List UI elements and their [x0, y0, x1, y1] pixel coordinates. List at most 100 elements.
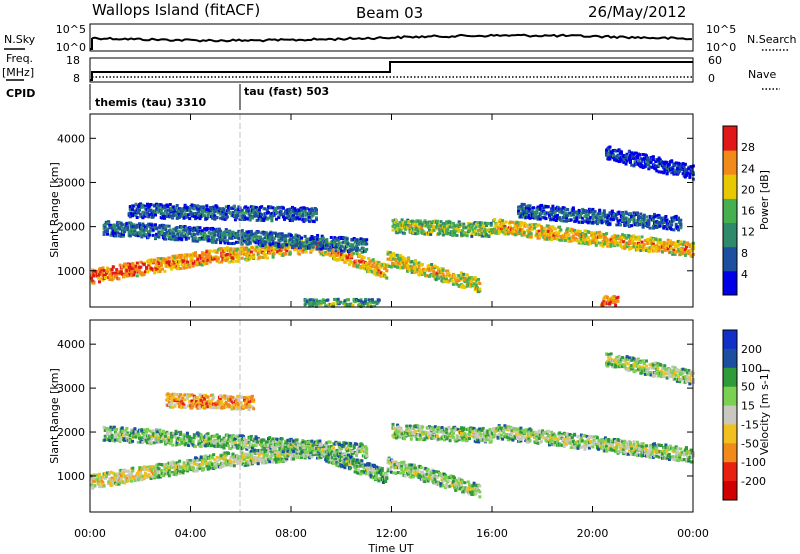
echo-cell [107, 480, 111, 484]
echo-cell [127, 266, 131, 269]
echo-cell [293, 235, 297, 239]
echo-cell [632, 216, 636, 220]
echo-cell [138, 231, 141, 235]
echo-cell [392, 252, 396, 256]
echo-cell [377, 298, 381, 302]
echo-cell [657, 156, 661, 160]
echo-cell [597, 219, 601, 223]
echo-cell [473, 227, 477, 231]
echo-cell [624, 162, 628, 166]
echo-cell [360, 250, 364, 254]
echo-cell [503, 226, 507, 230]
echo-cell [468, 229, 471, 233]
echo-cell [484, 230, 487, 234]
echo-cell [640, 240, 644, 244]
echo-cell [165, 214, 169, 218]
echo-cell [261, 237, 265, 241]
echo-cell [435, 265, 439, 269]
echo-cell [407, 226, 411, 230]
echo-cell [442, 226, 446, 230]
echo-cell [251, 236, 254, 240]
echo-cell [295, 246, 299, 250]
echo-cell [116, 472, 120, 476]
echo-cell [625, 152, 629, 156]
power-echo-cells [90, 145, 695, 308]
echo-cell [198, 226, 202, 230]
echo-cell [315, 242, 318, 246]
echo-cell [461, 229, 465, 233]
echo-cell [365, 247, 369, 251]
echo-cell [602, 211, 606, 215]
echo-cell [655, 226, 659, 229]
echo-cell [283, 217, 286, 221]
echo-cell [104, 220, 108, 224]
echo-cell [484, 228, 487, 232]
echo-cell [311, 213, 315, 217]
echo-cell [207, 239, 211, 243]
echo-cell [101, 270, 105, 274]
echo-cell [434, 227, 438, 231]
echo-cell [651, 242, 655, 246]
echo-cell [601, 213, 605, 217]
echo-cell [217, 235, 221, 239]
echo-cell [233, 236, 237, 239]
echo-cell [197, 228, 201, 231]
echo-cell [164, 237, 168, 241]
echo-cell [115, 483, 119, 486]
echo-cell [132, 204, 136, 208]
echo-cell [269, 205, 273, 209]
echo-cell [453, 233, 457, 237]
echo-cell [245, 248, 249, 252]
echo-cell [206, 258, 210, 262]
echo-cell [279, 211, 283, 214]
echo-cell [502, 222, 506, 226]
echo-cell [674, 161, 678, 165]
echo-cell [398, 262, 401, 265]
echo-cell [674, 222, 678, 226]
echo-cell [551, 211, 555, 215]
echo-cell [647, 223, 651, 227]
echo-cell [278, 232, 282, 236]
echo-cell [600, 232, 604, 236]
echo-cell [446, 228, 450, 231]
echo-cell [371, 265, 375, 269]
echo-cell [264, 246, 268, 249]
echo-cell [133, 227, 137, 231]
echo-cell [635, 211, 639, 215]
echo-cell [146, 465, 150, 469]
echo-cell [478, 287, 482, 291]
echo-cell [367, 257, 371, 260]
echo-cell [194, 251, 197, 255]
echo-cell [553, 227, 557, 231]
echo-cell [665, 218, 669, 222]
echo-cell [246, 242, 250, 246]
echo-cell [289, 234, 293, 237]
echo-cell [135, 476, 139, 479]
echo-cell [520, 228, 524, 232]
echo-cell [161, 224, 165, 227]
echo-cell [215, 238, 219, 242]
echo-cell [263, 214, 267, 218]
echo-cell [637, 218, 640, 222]
echo-cell [102, 232, 106, 236]
echo-cell [690, 169, 694, 173]
echo-cell [542, 230, 546, 234]
echo-cell [679, 226, 683, 230]
echo-cell [654, 223, 658, 227]
echo-cell [571, 206, 575, 210]
echo-cell [130, 479, 134, 483]
echo-cell [386, 250, 390, 254]
echo-cell [317, 302, 321, 306]
echo-cell [205, 204, 209, 208]
echo-cell [221, 256, 225, 260]
echo-cell [271, 206, 275, 210]
echo-cell [608, 302, 612, 306]
echo-cell [569, 218, 573, 222]
echo-cell [529, 225, 533, 229]
echo-cell [227, 241, 230, 245]
echo-cell [232, 204, 236, 208]
echo-cell [598, 230, 602, 234]
echo-cell [635, 247, 639, 251]
echo-cell [401, 255, 405, 259]
echo-cell [645, 154, 648, 158]
